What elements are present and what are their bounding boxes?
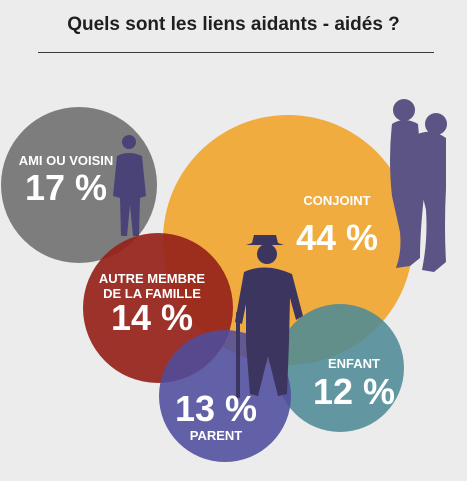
bubble-value-ami-ou-voisin: 17 %: [25, 167, 107, 208]
elderly-man-with-cane-icon: [235, 235, 303, 398]
bubble-enfant: [276, 304, 404, 432]
bubble-ami-ou-voisin: [1, 107, 157, 263]
bubble-label-conjoint: CONJOINT: [303, 193, 370, 208]
title-underline: [38, 52, 434, 53]
bubble-label-autre-membre-de-la-famille: AUTRE MEMBRE DE LA FAMILLE: [99, 271, 205, 301]
bubble-label-parent: PARENT: [190, 428, 243, 443]
embracing-couple-icon: [390, 99, 447, 272]
bubble-value-enfant: 12 %: [313, 371, 395, 412]
bubble-value-conjoint: 44 %: [296, 217, 378, 258]
bubble-value-parent: 13 %: [175, 388, 257, 429]
silhouettes-layer: [113, 99, 447, 398]
bubble-value-autre-membre-de-la-famille: 14 %: [111, 297, 193, 338]
standing-man-icon: [113, 135, 146, 236]
bubble-label-enfant: ENFANT: [328, 356, 380, 371]
chart-title: Quels sont les liens aidants - aidés ?: [67, 14, 400, 35]
bubbles-layer: [1, 107, 413, 462]
bubble-label-ami-ou-voisin: AMI OU VOISIN: [19, 153, 114, 168]
